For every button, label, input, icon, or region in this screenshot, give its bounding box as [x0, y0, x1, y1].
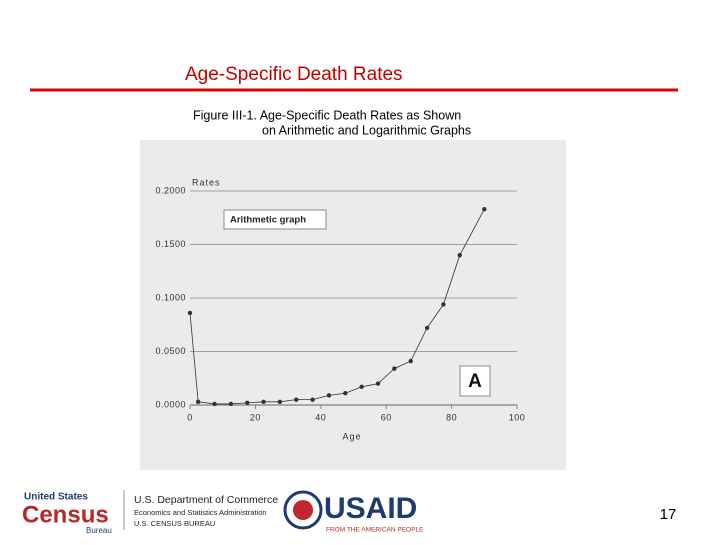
data-point	[424, 325, 430, 331]
data-point	[195, 399, 201, 404]
y-axis-label: Rates	[192, 177, 221, 187]
data-point	[326, 393, 332, 398]
data-point	[457, 253, 462, 258]
data-point	[212, 401, 217, 407]
data-point	[187, 310, 193, 316]
usaid-logo: USAID	[324, 492, 417, 525]
figure-title: Figure III-1. Age-Specific Death Rates a…	[193, 108, 461, 122]
y-tick-label: 0.0000	[155, 399, 186, 409]
usaid-tagline: FROM THE AMERICAN PEOPLE	[326, 527, 424, 534]
x-tick-label: 100	[509, 412, 526, 422]
annotation-box	[223, 209, 327, 230]
data-point	[359, 384, 364, 390]
data-point	[392, 366, 397, 371]
y-tick-label: 0.1000	[155, 292, 186, 302]
census-logo-top: United States	[24, 492, 88, 503]
commerce-line: Economics and Statistics Administration	[134, 508, 267, 517]
data-point	[245, 400, 250, 406]
y-tick-label: 0.2000	[155, 185, 186, 195]
usaid-seal	[293, 500, 313, 520]
x-tick-label: 80	[446, 412, 457, 422]
annotation-box	[459, 365, 491, 397]
figure-subtitle: on Arithmetic and Logarithmic Graphs	[262, 123, 471, 137]
census-logo: Census	[22, 501, 109, 528]
x-tick-label: 20	[250, 412, 261, 422]
slide-title: Age-Specific Death Rates	[185, 64, 403, 85]
y-tick-label: 0.1500	[155, 239, 186, 249]
census-logo-sub: Bureau	[86, 526, 112, 535]
data-point	[343, 391, 348, 396]
x-tick-label: 60	[381, 412, 392, 422]
data-point	[482, 206, 487, 212]
x-tick-label: 0	[187, 412, 193, 422]
page-number: 17	[660, 506, 677, 523]
y-tick-label: 0.0500	[155, 346, 186, 356]
data-point	[408, 358, 413, 364]
annotation: A	[468, 371, 482, 392]
data-point	[375, 381, 381, 386]
x-axis-label: Age	[342, 431, 361, 441]
commerce-line: U.S. Department of Commerce	[134, 494, 278, 506]
data-point	[441, 302, 446, 307]
commerce-line: U.S. CENSUS BUREAU	[134, 519, 215, 528]
chart-panel	[140, 140, 566, 470]
x-tick-label: 40	[315, 412, 326, 422]
data-point	[228, 401, 234, 407]
data-point	[310, 397, 315, 402]
data-point	[294, 397, 299, 402]
data-point	[277, 399, 283, 404]
annotation: Arithmetic graph	[230, 215, 306, 226]
data-point	[261, 399, 266, 404]
